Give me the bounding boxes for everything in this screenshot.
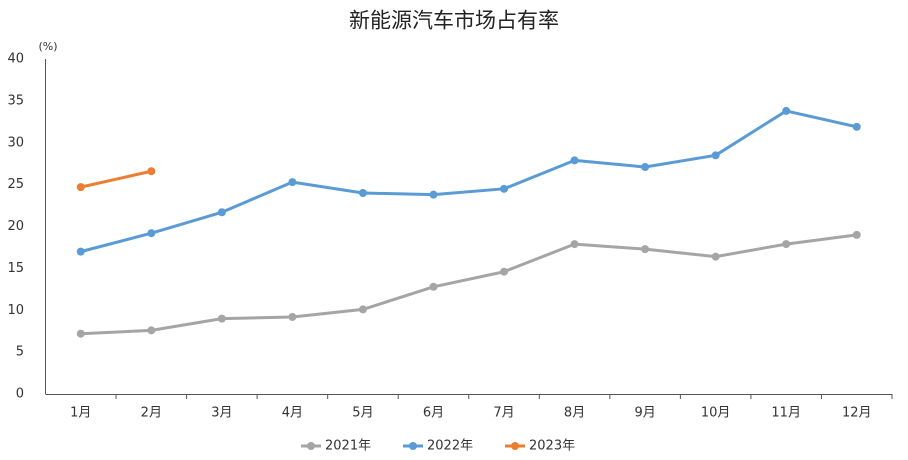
data-point xyxy=(358,305,367,314)
y-tick-label: 35 xyxy=(7,93,24,108)
x-tick-label: 5月 xyxy=(352,406,373,421)
y-tick-label: 5 xyxy=(16,345,24,360)
data-point xyxy=(76,183,85,192)
data-point xyxy=(641,163,650,172)
x-tick-label: 11月 xyxy=(771,406,801,421)
legend-marker xyxy=(511,442,519,450)
data-point xyxy=(500,184,509,193)
data-point xyxy=(570,156,579,165)
y-tick-label: 0 xyxy=(16,387,24,402)
data-point xyxy=(147,167,156,176)
data-point xyxy=(641,245,650,254)
x-tick-label: 7月 xyxy=(493,406,514,421)
data-point xyxy=(217,314,226,323)
x-tick-label: 12月 xyxy=(842,406,872,421)
data-point xyxy=(429,282,438,291)
data-point xyxy=(570,240,579,249)
y-tick-label: 15 xyxy=(7,261,24,276)
x-tick-label: 3月 xyxy=(211,406,232,421)
data-point xyxy=(500,267,509,276)
x-tick-label: 10月 xyxy=(701,406,731,421)
data-point xyxy=(782,106,791,115)
data-point xyxy=(147,229,156,238)
y-axis-label: (%) xyxy=(38,40,57,53)
data-point xyxy=(76,329,85,338)
data-point xyxy=(429,190,438,199)
series-line xyxy=(80,109,858,254)
x-tick-label: 2月 xyxy=(141,406,162,421)
data-point xyxy=(147,326,156,335)
x-tick-label: 4月 xyxy=(282,406,303,421)
x-tick-label: 9月 xyxy=(634,406,655,421)
data-point xyxy=(852,230,861,239)
x-tick-label: 6月 xyxy=(423,406,444,421)
y-tick-label: 25 xyxy=(7,177,24,192)
y-tick-label: 40 xyxy=(7,52,24,67)
data-point xyxy=(288,312,297,321)
series-line xyxy=(80,233,857,336)
x-tick-label: 1月 xyxy=(70,406,91,421)
legend-label: 2022年 xyxy=(427,439,473,454)
data-point xyxy=(358,189,367,197)
data-point xyxy=(782,240,791,249)
y-tick-label: 20 xyxy=(7,219,24,234)
series-line xyxy=(80,169,152,189)
data-point xyxy=(852,122,861,131)
data-point xyxy=(711,151,720,160)
x-tick-label: 8月 xyxy=(564,406,585,421)
data-point xyxy=(76,247,85,256)
legend-label: 2021年 xyxy=(325,439,371,454)
chart-title: 新能源汽车市场占有率 xyxy=(349,9,559,33)
legend-marker xyxy=(409,442,417,450)
data-point xyxy=(711,252,720,261)
data-point xyxy=(288,178,297,187)
data-point xyxy=(217,208,226,217)
y-tick-label: 10 xyxy=(7,303,24,318)
legend-marker xyxy=(307,442,315,450)
y-tick-label: 30 xyxy=(7,135,24,150)
legend-label: 2023年 xyxy=(529,439,575,454)
